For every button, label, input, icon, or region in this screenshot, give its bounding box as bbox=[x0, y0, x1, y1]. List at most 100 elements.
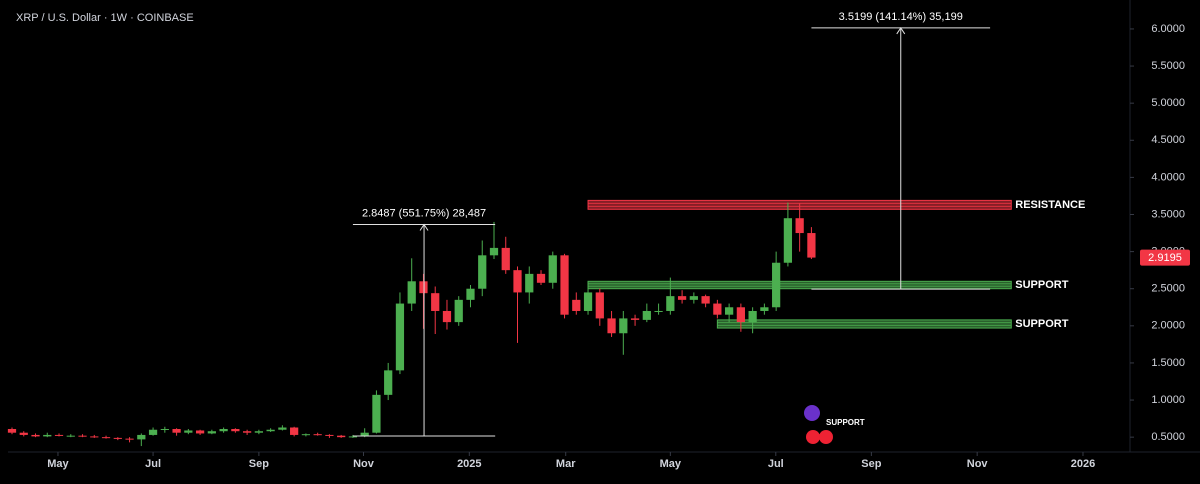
zone-label: SUPPORT bbox=[1015, 279, 1068, 291]
candle-body bbox=[101, 437, 111, 439]
candle-body bbox=[677, 296, 687, 300]
candle-body bbox=[619, 318, 628, 334]
zone bbox=[716, 319, 1012, 329]
candle-body bbox=[337, 435, 346, 438]
candle-body bbox=[360, 432, 369, 437]
candle-body bbox=[313, 434, 322, 436]
candle-body bbox=[689, 296, 698, 300]
candle-body bbox=[454, 299, 463, 323]
zone bbox=[587, 280, 1012, 290]
candle-body bbox=[66, 435, 75, 437]
watermark: SUPPORT bbox=[826, 418, 865, 427]
y-tick-label: 4.5000 bbox=[1151, 134, 1185, 146]
candle-body bbox=[442, 310, 452, 323]
y-tick-label: 4.0000 bbox=[1151, 171, 1185, 183]
flag-icon bbox=[819, 430, 833, 444]
candle-body bbox=[630, 318, 640, 320]
candle-body bbox=[572, 299, 581, 311]
candle-body bbox=[195, 430, 205, 434]
logo-icon bbox=[804, 405, 820, 421]
x-tick-label: Jul bbox=[768, 458, 784, 470]
candle-body bbox=[760, 307, 769, 311]
x-tick-label: Sep bbox=[861, 458, 881, 470]
measure-label: 2.8487 (551.75%) 28,487 bbox=[362, 207, 486, 219]
candle-body bbox=[666, 296, 675, 311]
candle-body bbox=[125, 438, 134, 440]
candle-body bbox=[43, 434, 52, 437]
x-tick-label: 2026 bbox=[1071, 458, 1095, 470]
candle-body bbox=[642, 310, 651, 320]
candle-body bbox=[219, 428, 228, 432]
y-tick-label: 2.0000 bbox=[1151, 320, 1185, 332]
x-tick-label: May bbox=[47, 458, 69, 470]
candle-body bbox=[231, 428, 240, 432]
chart-title: XRP / U.S. Dollar · 1W · COINBASE bbox=[16, 12, 194, 24]
y-tick-label: 3.5000 bbox=[1151, 208, 1185, 220]
x-tick-label: Nov bbox=[353, 458, 375, 470]
candle-body bbox=[783, 218, 793, 263]
candle-body bbox=[736, 307, 745, 323]
candle-body bbox=[595, 292, 604, 319]
candle-body bbox=[748, 310, 757, 323]
measure-label: 3.5199 (141.14%) 35,199 bbox=[839, 11, 963, 23]
candle-body bbox=[54, 434, 64, 436]
candle-body bbox=[372, 394, 381, 433]
candle-body bbox=[536, 273, 546, 283]
candle-body bbox=[795, 218, 804, 234]
y-tick-label: 5.0000 bbox=[1151, 97, 1185, 109]
candle-body bbox=[31, 434, 40, 437]
y-tick-label: 1.5000 bbox=[1151, 357, 1185, 369]
candle-body bbox=[184, 430, 193, 433]
candle-body bbox=[583, 292, 593, 311]
zone-label: SUPPORT bbox=[1015, 318, 1068, 330]
candle-body bbox=[137, 434, 146, 440]
x-tick-label: Mar bbox=[556, 458, 576, 470]
candle-body bbox=[701, 296, 710, 304]
candle-body bbox=[513, 270, 522, 293]
candle-body bbox=[489, 247, 499, 256]
candle-body bbox=[772, 262, 781, 308]
candle-body bbox=[725, 307, 734, 315]
measure-arrowhead bbox=[419, 223, 429, 231]
candle-body bbox=[348, 436, 358, 438]
candle-body bbox=[419, 281, 428, 294]
logo: SUPPORT bbox=[804, 405, 865, 444]
candle-body bbox=[113, 437, 122, 439]
candle-body bbox=[325, 434, 334, 436]
last-price-label: 2.9195 bbox=[1148, 252, 1182, 264]
y-tick-label: 2.5000 bbox=[1151, 283, 1185, 295]
last-price-box bbox=[1140, 249, 1190, 266]
y-tick-label: 6.0000 bbox=[1151, 23, 1185, 35]
candle-body bbox=[254, 431, 263, 433]
zone-label: RESISTANCE bbox=[1015, 199, 1085, 211]
candle-body bbox=[431, 293, 440, 311]
candle-body bbox=[7, 428, 17, 433]
candle-body bbox=[548, 255, 557, 283]
x-tick-label: Nov bbox=[967, 458, 989, 470]
candle-body bbox=[266, 429, 275, 432]
x-tick-label: Jul bbox=[145, 458, 161, 470]
y-tick-label: 1.0000 bbox=[1151, 394, 1185, 406]
candle-body bbox=[654, 310, 663, 312]
candle-body bbox=[395, 303, 405, 371]
candle-body bbox=[713, 303, 722, 315]
y-tick-label: 5.5000 bbox=[1151, 60, 1185, 72]
candle-body bbox=[243, 431, 252, 433]
candle-body bbox=[807, 233, 816, 258]
candle-body bbox=[560, 255, 569, 315]
candle-body bbox=[607, 318, 616, 334]
candle-body bbox=[478, 255, 487, 289]
candle-body bbox=[78, 435, 87, 437]
x-tick-label: May bbox=[660, 458, 682, 470]
candle-body bbox=[172, 428, 181, 433]
candle-body bbox=[525, 273, 534, 293]
candle-body bbox=[148, 429, 158, 435]
x-tick-label: Sep bbox=[249, 458, 269, 470]
candle-body bbox=[207, 431, 216, 434]
candle-body bbox=[301, 434, 311, 436]
candle-body bbox=[384, 370, 393, 395]
candle-body bbox=[407, 281, 416, 304]
x-tick-label: 2025 bbox=[457, 458, 481, 470]
